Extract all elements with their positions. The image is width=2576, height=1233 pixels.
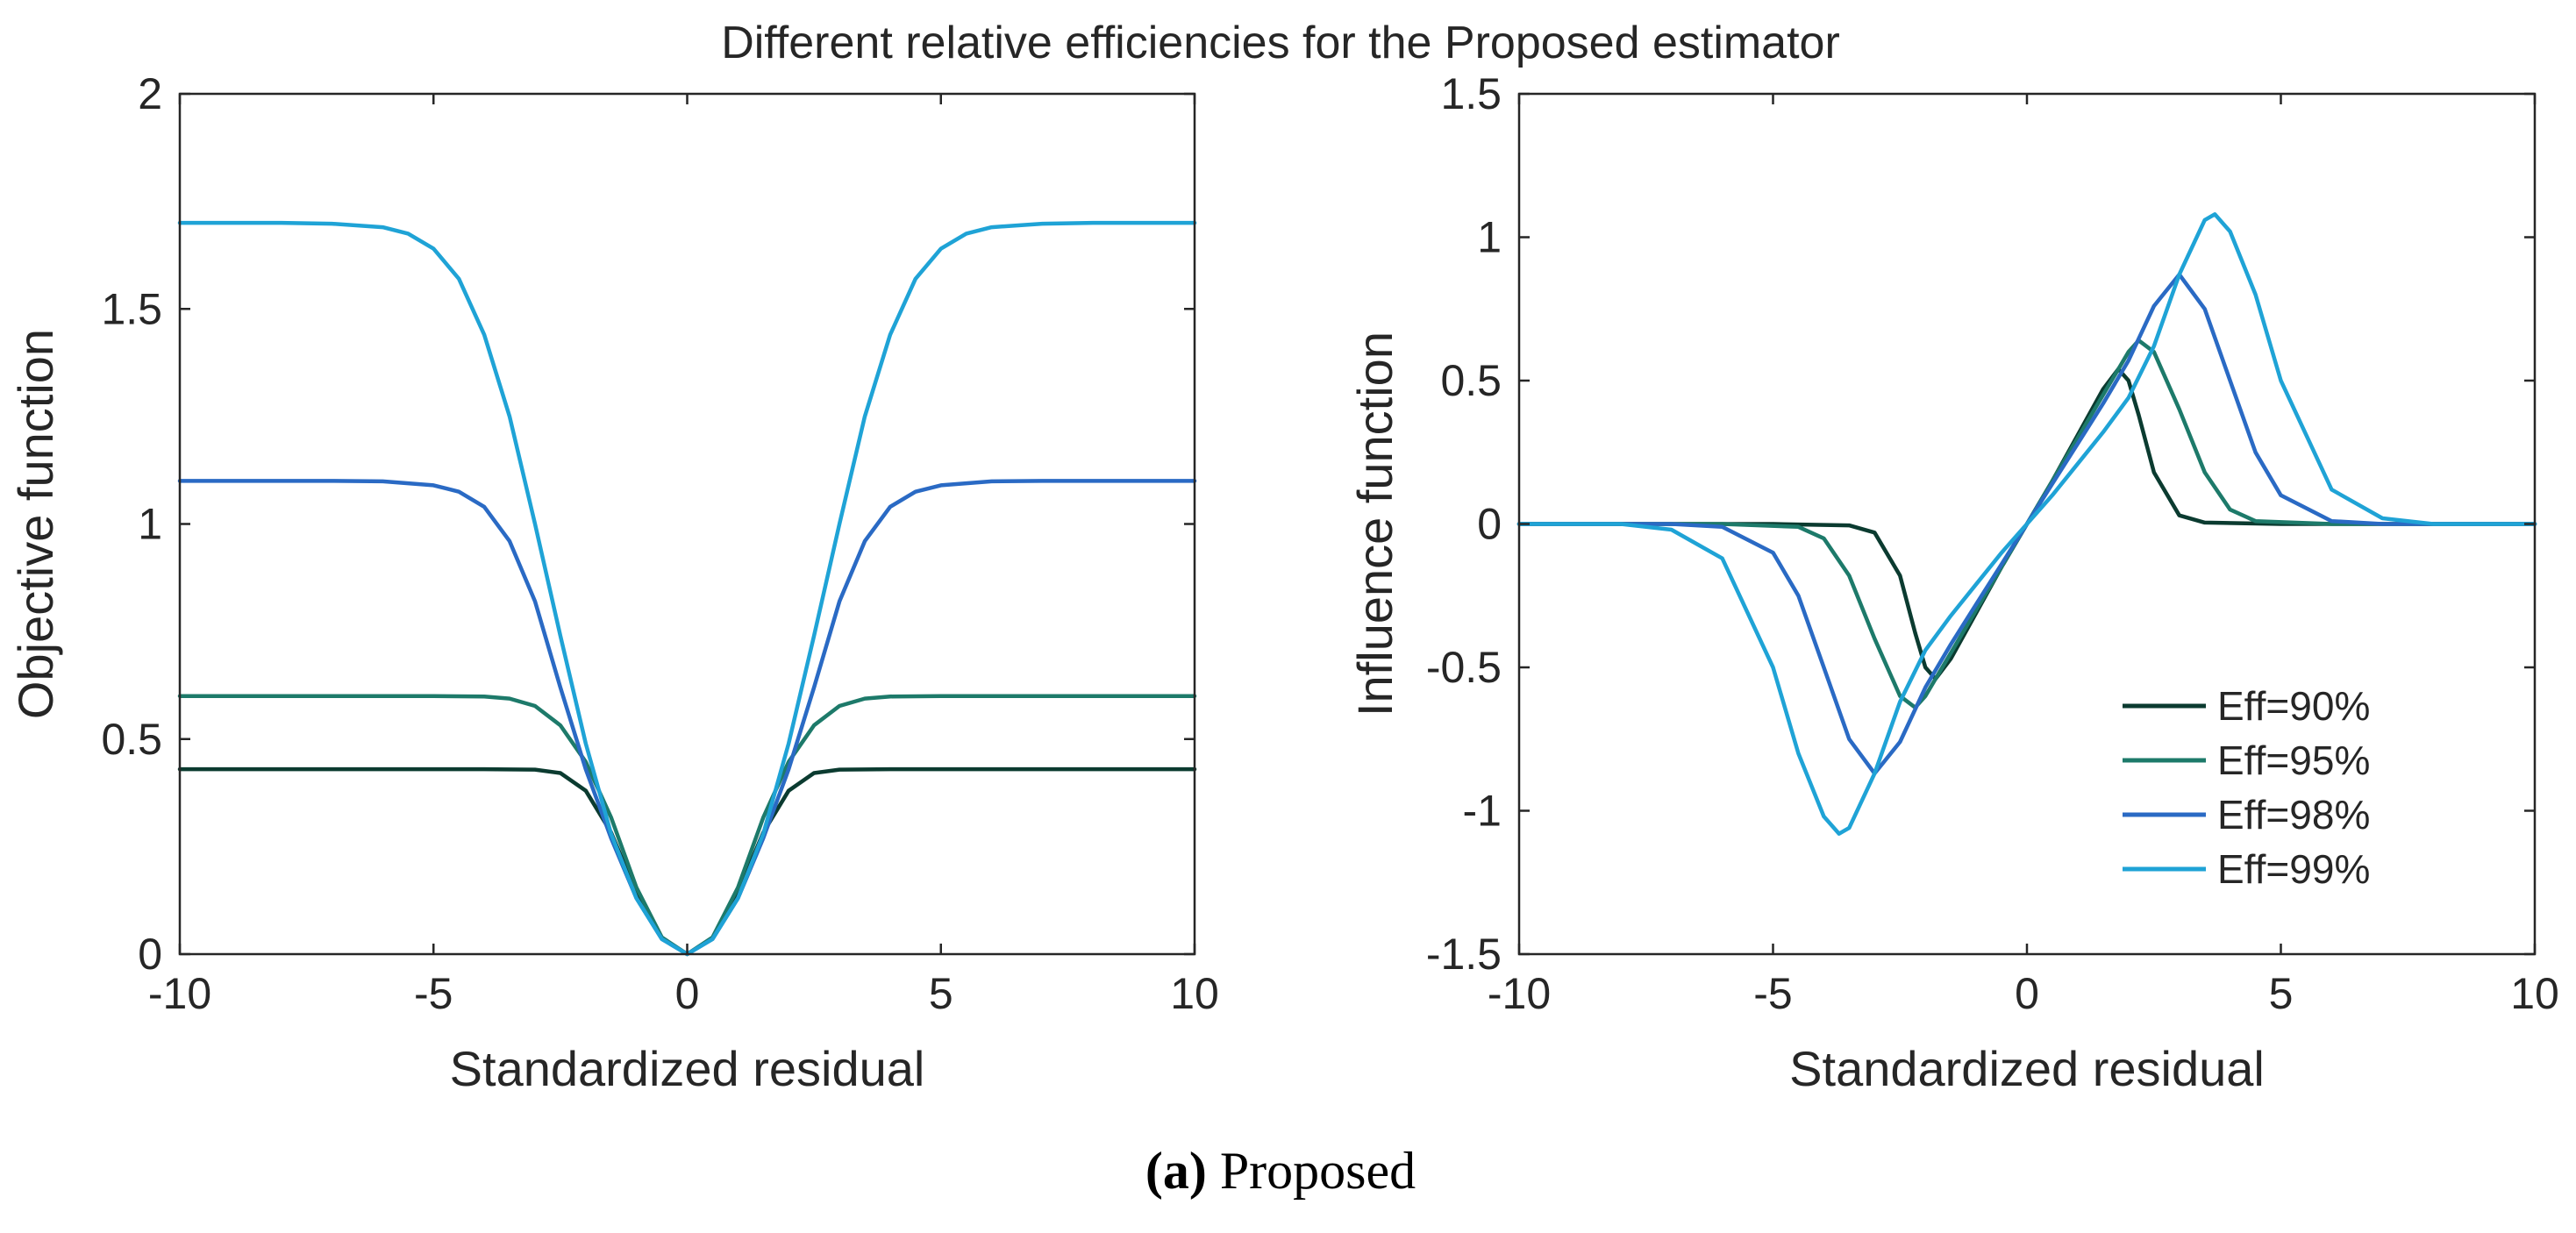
caption-text: Proposed bbox=[1207, 1142, 1416, 1200]
x-tick-label: -10 bbox=[1488, 969, 1551, 1018]
x-tick-label: -10 bbox=[148, 969, 211, 1018]
x-tick-label: -5 bbox=[1753, 969, 1792, 1018]
y-tick-label: 1 bbox=[1477, 213, 1502, 262]
legend-label: Eff=90% bbox=[2217, 683, 2370, 729]
series-line-eff-99 bbox=[1516, 212, 2537, 836]
x-tick-label: -5 bbox=[414, 969, 453, 1018]
y-axis-label: Objective function bbox=[8, 329, 63, 719]
series-line-eff-95 bbox=[177, 694, 1197, 957]
x-tick-label: 0 bbox=[675, 969, 700, 1018]
figure-caption: (a) Proposed bbox=[1145, 1142, 1416, 1200]
y-tick-label: 0 bbox=[1477, 500, 1502, 549]
influence-function-chart: -10 -5 0 5 10 -1.5 -1 -0.5 0 0.5 1 1.5 Standardized … bbox=[1347, 69, 2559, 1096]
y-tick-label: -1.5 bbox=[1426, 930, 1502, 979]
series-line-eff-99 bbox=[177, 220, 1197, 957]
x-axis-label: Standardized residual bbox=[1789, 1041, 2265, 1096]
legend-label: Eff=99% bbox=[2217, 846, 2370, 892]
series-line-eff-90 bbox=[177, 766, 1197, 957]
x-axis-label: Standardized residual bbox=[450, 1041, 925, 1096]
x-tick-label: 5 bbox=[2269, 969, 2294, 1018]
legend-label: Eff=95% bbox=[2217, 738, 2370, 783]
y-tick-label: 0.5 bbox=[101, 715, 162, 764]
y-tick-label: -1 bbox=[1463, 787, 1502, 836]
legend-label: Eff=98% bbox=[2217, 792, 2370, 837]
y-tick-label: 0.5 bbox=[1440, 356, 1502, 405]
legend: Eff=90% Eff=95% Eff=98% Eff=99% bbox=[2123, 683, 2370, 892]
x-tick-label: 10 bbox=[1170, 969, 1219, 1018]
x-tick-label: 5 bbox=[929, 969, 953, 1018]
caption-label: (a) bbox=[1145, 1142, 1207, 1200]
y-tick-label: 0 bbox=[138, 930, 162, 979]
y-tick-label: 2 bbox=[138, 69, 162, 118]
x-tick-label: 10 bbox=[2510, 969, 2559, 1018]
y-axis-label: Influence function bbox=[1347, 331, 1402, 716]
y-tick-label: 1 bbox=[138, 500, 162, 549]
x-tick-label: 0 bbox=[2015, 969, 2039, 1018]
series-line-eff-98 bbox=[177, 479, 1197, 957]
y-tick-label: -0.5 bbox=[1426, 643, 1502, 692]
y-tick-label: 1.5 bbox=[1440, 69, 1502, 118]
objective-function-chart: -10 -5 0 5 10 0 0.5 1 1.5 2 Standardized residual O… bbox=[8, 69, 1219, 1096]
figure-title: Different relative efficiencies for the … bbox=[721, 18, 1840, 68]
y-tick-label: 1.5 bbox=[101, 284, 162, 333]
